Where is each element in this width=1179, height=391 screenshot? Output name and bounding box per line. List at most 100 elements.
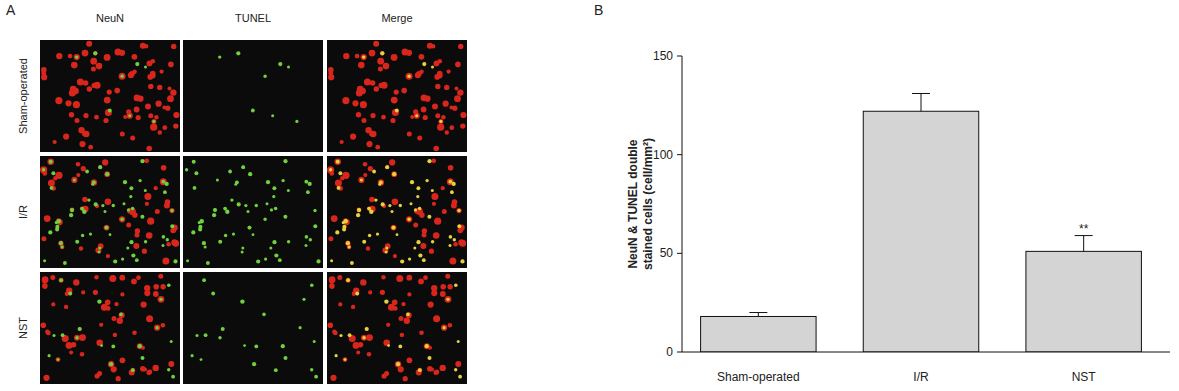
neun-cell [389,159,395,165]
tunel-cell [355,292,359,296]
neun-cell [378,67,383,72]
neun-cell [120,132,125,137]
tunel-cell [105,172,109,176]
neun-cell [69,89,76,96]
neun-cell [46,331,51,336]
tunel-cell [416,186,420,190]
tunel-cell [387,344,390,347]
tunel-cell [406,313,410,317]
tunel-cell [410,202,413,205]
neun-cell [440,284,446,290]
neun-cell [171,44,176,49]
tunel-cell [450,190,454,194]
neun-cell [418,279,424,285]
neun-cell [91,67,96,72]
tunel-cell [111,345,115,349]
tunel-cell [236,51,240,55]
neun-cell [161,323,166,328]
neun-cell [431,285,437,291]
tunel-cell [454,284,458,288]
tunel-cell [127,208,130,211]
neun-cell [406,275,412,281]
neun-cell [94,275,98,279]
neun-cell [392,199,399,206]
tunel-cell [310,368,313,371]
neun-cell [155,209,160,214]
neun-cell [388,304,395,311]
tunel-cell [350,261,354,265]
neun-cell [337,275,342,280]
neun-cell [132,70,136,74]
tunel-cell [120,75,123,78]
neun-cell [130,135,135,140]
neun-cell [445,274,450,279]
neun-cell [158,274,163,279]
neun-cell [437,124,444,131]
neun-cell [364,79,371,86]
neun-cell [382,247,388,253]
micrograph [40,156,180,268]
neun-cell [343,357,348,362]
neun-cell [380,51,384,55]
neun-cell [81,166,86,171]
tunel-cell [392,172,396,176]
tunel-cell [416,195,419,198]
neun-cell [119,312,125,318]
neun-cell [104,54,111,61]
tunel-cell [398,345,402,349]
neun-cell [333,331,338,336]
micrograph-background [183,156,323,268]
neun-cell [71,62,78,69]
neun-cell [355,54,360,59]
neun-cell [79,334,86,341]
neun-cell [431,193,438,200]
neun-cell [434,218,441,225]
neun-cell [400,333,404,337]
tunel-cell [75,336,78,339]
tunel-cell [204,245,207,248]
neun-cell [432,103,438,109]
neun-cell [403,376,408,381]
neun-cell [70,208,75,213]
tunel-cell [313,209,316,212]
y-tick [677,154,682,155]
neun-cell [156,101,162,107]
neun-cell [351,305,355,309]
tunel-cell [194,171,198,175]
neun-cell [98,165,102,169]
neun-cell [391,171,397,177]
tunel-cell [252,233,255,236]
error-stem [1083,236,1084,252]
neun-cell [168,361,174,367]
neun-cell [432,202,436,206]
neun-cell [406,216,412,222]
neun-cell [144,193,151,200]
tunel-cell [138,179,141,182]
tunel-cell [255,204,258,207]
tunel-cell [425,179,428,182]
column-header: TUNEL [235,12,271,24]
tunel-cell [144,240,147,243]
tunel-cell [50,186,54,190]
neun-cell [330,375,336,381]
neun-cell [158,296,165,303]
tunel-cell [161,180,165,184]
tunel-cell [131,368,135,372]
neun-cell [51,302,55,306]
neun-cell [360,279,366,285]
neun-cell [395,361,401,367]
tunel-cell [452,182,456,186]
neun-cell [422,228,427,233]
tunel-cell [68,292,72,296]
neun-cell [98,243,104,249]
tunel-cell [269,246,272,249]
neun-cell [153,365,159,371]
tunel-cell [173,259,177,263]
plot-area [701,93,1142,352]
neun-cell [106,254,110,258]
tunel-cell [248,226,252,230]
tunel-cell [104,210,107,213]
tunel-cell [94,202,98,206]
tunel-cell [200,220,203,223]
y-tick-label: 0 [666,345,673,359]
